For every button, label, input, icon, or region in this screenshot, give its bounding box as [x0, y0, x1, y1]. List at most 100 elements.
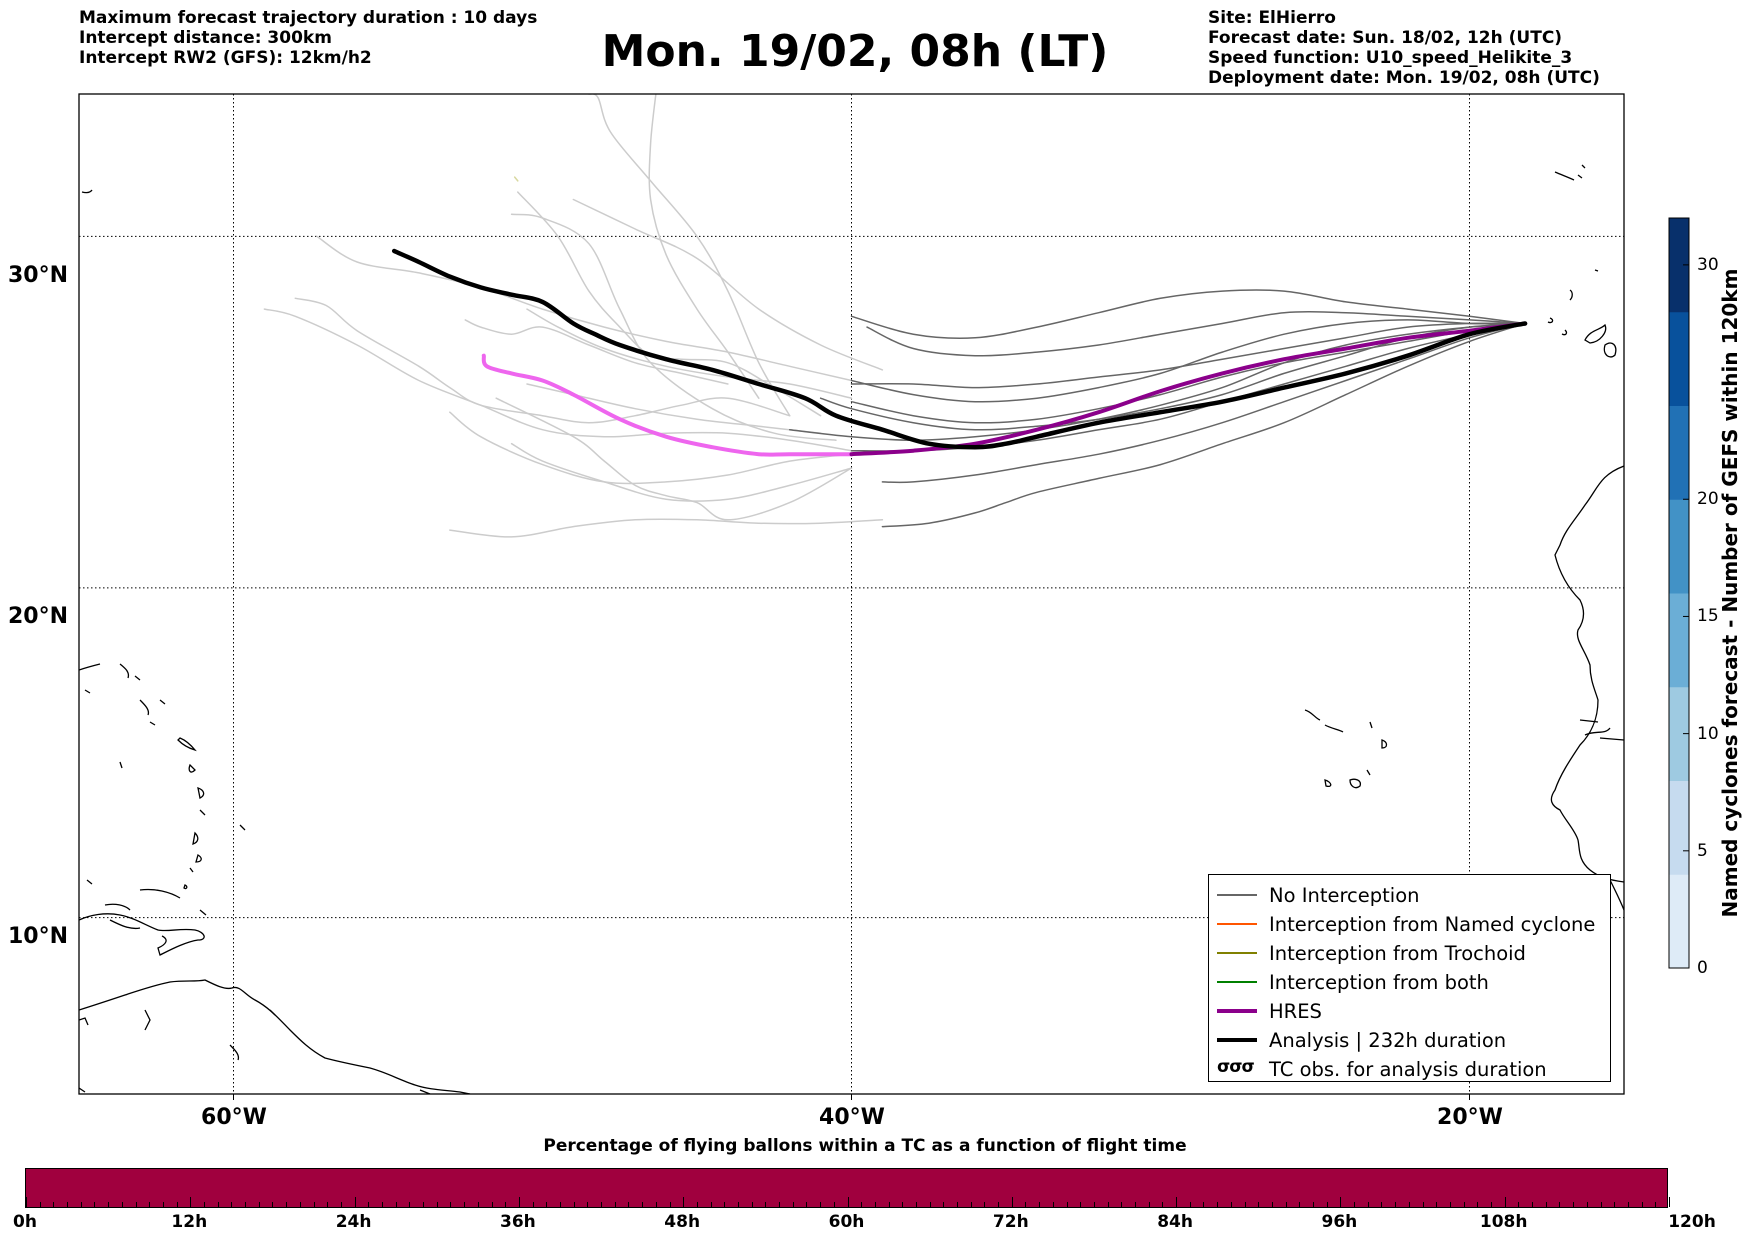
lat-tick-20n: 20°N [8, 604, 69, 629]
legend-label: Interception from both [1269, 971, 1489, 994]
timebar-tick-label: 60h [828, 1212, 865, 1232]
timebar-tickmark [1121, 1202, 1123, 1207]
timebar-tickmark [313, 1202, 315, 1207]
timebar-tick-label: 96h [1321, 1212, 1358, 1232]
ensemble-track [588, 94, 791, 417]
ensemble-track [510, 213, 837, 441]
timebar-tickmark [491, 1202, 493, 1207]
timebar-tickmark [1011, 1197, 1013, 1207]
no-interception-track [850, 322, 1526, 389]
timebar-tickmark [1203, 1202, 1205, 1207]
map-frame [78, 93, 1625, 1095]
ensemble-track [464, 319, 729, 385]
timebar-tickmark [1408, 1202, 1410, 1207]
timebar-tick-label: 36h [500, 1212, 536, 1232]
lat-tick-30n: 30°N [8, 263, 69, 288]
timebar-tickmark [820, 1202, 822, 1207]
africa-coast-detail [1579, 719, 1624, 741]
timebar-tickmark [464, 1202, 466, 1207]
timebar-tickmark [751, 1202, 753, 1207]
timebar-tickmark [1271, 1202, 1273, 1207]
timebar-tickmark [1107, 1202, 1109, 1207]
timebar-tickmark [53, 1202, 55, 1207]
timebar-tickmark [1135, 1202, 1137, 1207]
timebar-tickmark [532, 1202, 534, 1207]
timebar-tickmark [696, 1202, 698, 1207]
timebar-title: Percentage of flying ballons within a TC… [543, 1136, 1187, 1156]
no-interception-track [866, 311, 1526, 357]
ensemble-track [495, 397, 853, 521]
timebar-tickmark [984, 1202, 986, 1207]
timebar-tickmark [1669, 1197, 1670, 1207]
timebar-tickmark [1422, 1202, 1424, 1207]
timebar-tickmark [573, 1202, 575, 1207]
timebar-tickmark [1532, 1202, 1534, 1207]
timebar-tickmark [710, 1202, 712, 1207]
timebar-tickmark [765, 1202, 767, 1207]
timebar-tickmark [642, 1202, 644, 1207]
colorbar-tick-label: 5 [1697, 840, 1708, 861]
forecast-parameters: Maximum forecast trajectory duration : 1… [79, 8, 537, 68]
madeira [1554, 164, 1599, 272]
timebar-tickmark [847, 1197, 849, 1207]
timebar-tickmark [601, 1202, 603, 1207]
timebar-tickmark [902, 1202, 904, 1207]
timebar-tickmark [203, 1202, 205, 1207]
canary-islands [1547, 289, 1617, 358]
timebar-tickmark [1655, 1202, 1657, 1207]
no-interception-track [788, 322, 1526, 441]
timebar-tickmark [1600, 1202, 1602, 1207]
timebar [25, 1168, 1670, 1208]
param-line: Intercept distance: 300km [79, 28, 332, 48]
legend-item: Interception from Trochoid [1209, 939, 1610, 968]
timebar-tickmark [108, 1202, 110, 1207]
timebar-tickmark [1176, 1197, 1178, 1207]
site-line: Deployment date: Mon. 19/02, 08h (UTC) [1208, 68, 1600, 88]
timebar-tick-label: 24h [335, 1212, 372, 1232]
timebar-tickmark [929, 1202, 931, 1207]
timebar-tickmark [381, 1202, 383, 1207]
legend-label: Interception from Named cyclone [1269, 913, 1596, 936]
timebar-tickmark [998, 1202, 1000, 1207]
timebar-tickmark [245, 1202, 247, 1207]
colorbar-tick-label: 15 [1697, 606, 1719, 627]
south-america-coast [79, 979, 471, 1094]
timebar-tickmark [1080, 1202, 1082, 1207]
timebar-tickmark [1052, 1202, 1054, 1207]
timebar-tick-label: 48h [664, 1212, 701, 1232]
param-line: Intercept RW2 (GFS): 12km/h2 [79, 48, 372, 68]
ensemble-track [526, 308, 853, 399]
colorbar-tick-label: 0 [1697, 958, 1708, 978]
timebar-tickmark [94, 1202, 96, 1207]
no-interception-track [850, 289, 1526, 339]
bermuda [81, 189, 93, 194]
main-tracks [391, 248, 1528, 457]
timebar-tickmark [26, 1197, 27, 1207]
timebar-tick-label: 84h [1157, 1212, 1193, 1232]
timebar-tickmark [162, 1202, 164, 1207]
timebar-tickmark [80, 1202, 82, 1207]
timebar-tickmark [1285, 1202, 1287, 1207]
timebar-tickmark [833, 1202, 835, 1207]
cape-verde [1304, 709, 1388, 789]
timebar-tickmark [409, 1202, 411, 1207]
timebar-tickmark [1573, 1202, 1575, 1207]
timebar-tickmark [1354, 1202, 1356, 1207]
legend-swatch [1217, 923, 1257, 925]
timebar-tickmark [149, 1202, 151, 1207]
timebar-tickmark [1614, 1202, 1616, 1207]
timebar-tick-label: 12h [171, 1212, 208, 1232]
legend-label: Analysis | 232h duration [1269, 1029, 1507, 1052]
timebar-tickmark [614, 1202, 616, 1207]
param-line: Maximum forecast trajectory duration : 1… [79, 8, 538, 28]
ensemble-track-fragment [513, 176, 519, 182]
lon-tick-20w: 20°W [1437, 1105, 1503, 1130]
colorbar-label: Named cyclones forecast - Number of GEFS… [1718, 268, 1742, 918]
timebar-tickmark [272, 1202, 274, 1207]
ensemble-tracks-no-interception [788, 289, 1526, 528]
legend-item: σσσ TC obs. for analysis duration [1209, 1055, 1610, 1084]
timebar-tickmark [67, 1202, 69, 1207]
timebar-tickmark [1326, 1202, 1328, 1207]
timebar-tickmark [395, 1202, 397, 1207]
